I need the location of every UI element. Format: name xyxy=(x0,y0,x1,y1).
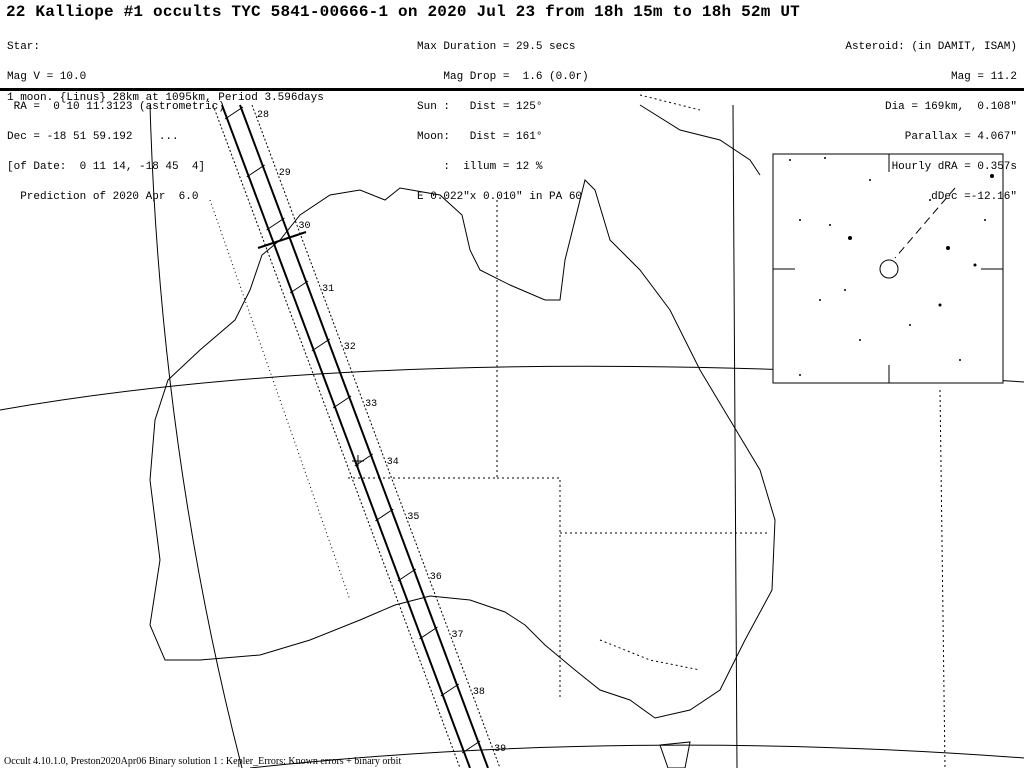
minute-tick xyxy=(224,106,244,120)
meridian-left xyxy=(149,104,243,768)
path-north-limit xyxy=(221,104,471,768)
minute-label: 36 xyxy=(430,572,442,583)
mag-drop: Mag Drop = 1.6 (0.0r) xyxy=(417,71,589,83)
moon-dist: Moon: Dist = 161° xyxy=(417,131,543,143)
error-ellipse: E 0.022"x 0.010" in PA 60 xyxy=(417,191,583,203)
state-borders xyxy=(345,94,946,768)
minute-label: 32 xyxy=(344,342,356,353)
minute-tick xyxy=(332,395,352,409)
path-south-limit xyxy=(239,104,489,768)
minute-label: 39 xyxy=(494,744,506,755)
path-south-error xyxy=(251,104,501,768)
minute-label: 34 xyxy=(387,457,399,468)
sun-dist: Sun : Dist = 125° xyxy=(417,101,543,113)
minute-label: 33 xyxy=(365,399,377,410)
minute-tick xyxy=(246,164,265,178)
minute-tick xyxy=(266,217,285,231)
header-divider xyxy=(0,88,1024,91)
minute-tick xyxy=(311,338,331,352)
asteroid-label: Asteroid: (in DAMIT, ISAM) xyxy=(845,41,1017,53)
event-info: Max Duration = 29.5 secs Mag Drop = 1.6 … xyxy=(417,22,589,212)
page-title: 22 Kalliope #1 occults TYC 5841-00666-1 … xyxy=(6,3,800,21)
minute-label: 35 xyxy=(407,512,419,523)
minute-tick xyxy=(375,508,394,522)
moon-info: 1 moon. {Linus} 28km at 1095km, Period 3… xyxy=(7,92,324,104)
minute-30-marker xyxy=(257,231,307,249)
max-duration: Max Duration = 29.5 secs xyxy=(417,41,576,53)
minute-label: 30 xyxy=(299,221,311,232)
hourly-dra: Hourly dRA = 0.357s xyxy=(891,161,1017,173)
star-of-date: [of Date: 0 11 14, -18 45 4] xyxy=(7,161,206,173)
path-north-error xyxy=(212,104,461,768)
minute-label: 29 xyxy=(279,168,291,179)
minute-tick xyxy=(289,280,309,294)
parallax: Parallax = 4.067" xyxy=(904,131,1017,143)
minute-label: 31 xyxy=(322,284,334,295)
asteroid-dia: Dia = 169km, 0.108" xyxy=(884,101,1017,113)
asteroid-mag: Mag = 11.2 xyxy=(950,71,1017,83)
new-guinea-coast xyxy=(639,104,761,176)
meridian-right xyxy=(732,104,738,768)
tasmania xyxy=(659,741,691,768)
minute-label: 38 xyxy=(473,687,485,698)
great-circle-lower xyxy=(249,744,1024,768)
footer-credits: Occult 4.10.1.0, Preston2020Apr06 Binary… xyxy=(4,756,402,767)
minute-label: 28 xyxy=(257,110,269,121)
star-mag: Mag V = 10.0 xyxy=(7,71,87,83)
prediction-date: Prediction of 2020 Apr 6.0 xyxy=(7,191,199,203)
minute-tick xyxy=(397,568,417,582)
star-ra: RA = 0 10 11.3123 (astrometric) xyxy=(7,101,225,113)
asteroid-info: Asteroid: (in DAMIT, ISAM) Mag = 11.2 Di… xyxy=(845,22,1017,212)
moon-illum: : illum = 12 % xyxy=(417,161,543,173)
minute-tick xyxy=(440,683,460,697)
star-label: Star: xyxy=(7,41,41,53)
minute-tick xyxy=(419,626,438,640)
minute-tick xyxy=(461,740,481,754)
minute-label: 37 xyxy=(452,630,464,641)
australia-coastline xyxy=(149,179,776,719)
ddec: dDec =-12.16" xyxy=(931,191,1017,203)
star-dec: Dec = -18 51 59.192 ... xyxy=(7,131,179,143)
inset-view xyxy=(772,153,1004,384)
star-info: Star: Mag V = 10.0 RA = 0 10 11.3123 (as… xyxy=(7,22,225,212)
minute-tick xyxy=(354,453,374,467)
